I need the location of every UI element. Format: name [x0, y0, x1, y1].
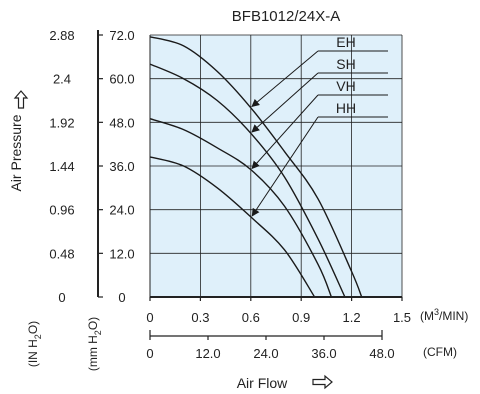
y-tick-mm: 72.0 — [109, 28, 134, 43]
chart-title: BFB1012/24X-A — [232, 8, 340, 25]
x-tick-cfm: 12.0 — [195, 346, 220, 361]
x-axis-m3: 0 0.3 0.6 0.9 1.2 1.5 — [146, 297, 411, 325]
x-tick-cfm: 48.0 — [369, 346, 394, 361]
y-axis-mm: 72.0 60.0 48.0 36.0 24.0 12.0 0 — [98, 28, 150, 305]
y-unit-in-text-end: O) — [26, 321, 40, 334]
y-tick-mm: 60.0 — [109, 72, 134, 87]
x-tick-cfm: 24.0 — [253, 346, 278, 361]
y-tick-in: 0.96 — [49, 203, 74, 218]
y-tick-in: 0.48 — [49, 246, 74, 261]
y-tick-in: 2.4 — [53, 72, 71, 87]
y-axis-title: Air Pressure — [8, 114, 24, 191]
y-tick-mm: 48.0 — [109, 115, 134, 130]
y-unit-in-label: (IN H2O) — [26, 321, 43, 367]
x-tick-m3: 1.5 — [393, 310, 411, 325]
x-tick-cfm: 36.0 — [311, 346, 336, 361]
y-unit-mm-text-end: O) — [86, 317, 100, 330]
x-tick-m3: 0 — [146, 310, 153, 325]
y-axis-in: 2.88 2.4 1.92 1.44 0.96 0.48 0 — [49, 28, 74, 305]
x-unit-m3-text-end: /MIN) — [439, 309, 468, 323]
x-unit-m3-text: (M — [420, 309, 434, 323]
curve-label-vh: VH — [336, 78, 355, 94]
y-tick-mm: 12.0 — [109, 246, 134, 261]
x-tick-cfm: 0 — [146, 346, 153, 361]
x-axis-cfm: 0 12.0 24.0 36.0 48.0 — [146, 330, 394, 361]
y-tick-mm: 24.0 — [109, 203, 134, 218]
curve-label-sh: SH — [336, 56, 355, 72]
right-arrow-icon — [313, 376, 332, 388]
y-unit-mm-label: (mm H2O) — [86, 317, 103, 371]
curve-label-eh: EH — [336, 34, 355, 50]
y-tick-in: 1.92 — [49, 115, 74, 130]
y-tick-mm: 36.0 — [109, 159, 134, 174]
y-unit-mm-text: (mm H — [86, 335, 100, 371]
x-tick-m3: 0.9 — [292, 310, 310, 325]
y-tick-mm: 0 — [118, 290, 125, 305]
x-tick-m3: 1.2 — [343, 310, 361, 325]
x-axis-title: Air Flow — [237, 375, 288, 391]
y-unit-in-text: (IN H — [26, 339, 40, 367]
y-tick-in: 2.88 — [49, 28, 74, 43]
y-tick-in: 0 — [58, 290, 65, 305]
x-unit-m3-label: (M3/MIN) — [420, 307, 468, 323]
x-tick-m3: 0.3 — [191, 310, 209, 325]
y-tick-in: 1.44 — [49, 159, 74, 174]
up-arrow-icon — [15, 91, 27, 108]
curve-label-hh: HH — [336, 100, 356, 116]
x-unit-cfm-label: (CFM) — [423, 345, 457, 359]
x-tick-m3: 0.6 — [242, 310, 260, 325]
